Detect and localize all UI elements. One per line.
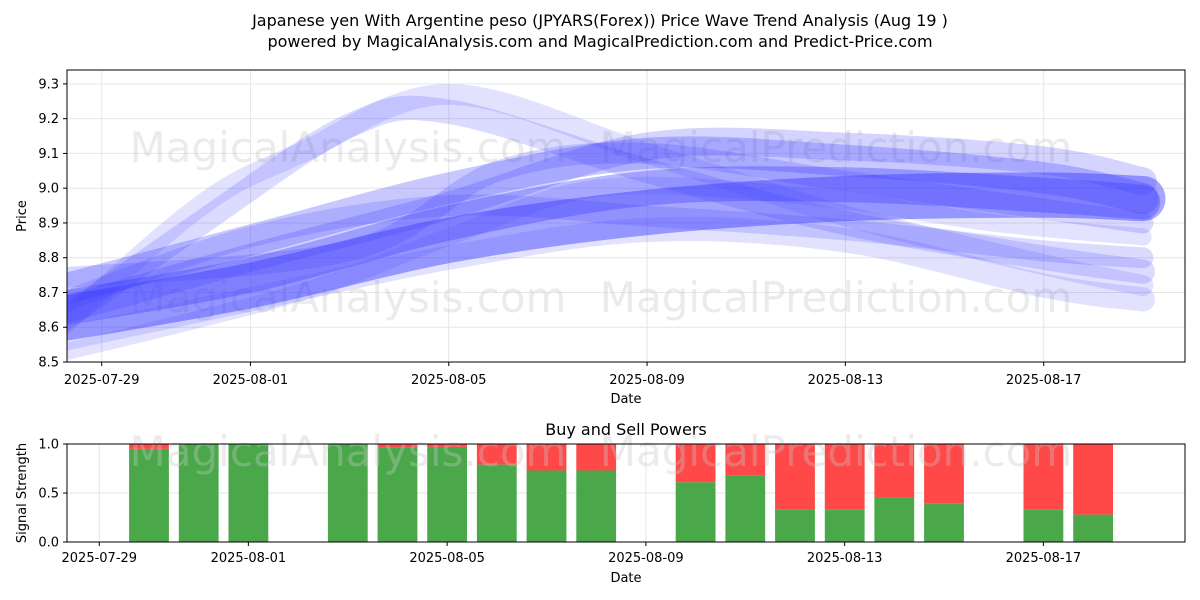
wave-band-5 (67, 95, 1156, 332)
price-y-tick-label: 8.7 (38, 286, 59, 301)
sell-bar (1023, 444, 1064, 510)
wave-band-10 (67, 176, 1152, 361)
buy-bar (1073, 514, 1113, 542)
price-y-tick-label: 9.0 (38, 182, 59, 197)
buy-bar (924, 503, 964, 542)
buy-bar (427, 446, 467, 542)
signal-panel-title: Buy and Sell Powers (545, 420, 707, 439)
watermark-analysis-bottom: MagicalAnalysis.com (130, 427, 567, 476)
signal-panel: Buy and Sell Powers MagicalAnalysis.com … (15, 420, 1186, 586)
buy-bar (129, 448, 169, 542)
sell-bar (576, 444, 617, 471)
price-y-tick-label: 8.5 (38, 356, 59, 371)
price-grid (67, 70, 1185, 363)
buy-bar (476, 464, 517, 542)
buy-bar (327, 444, 368, 542)
price-y-tick-label: 8.6 (38, 321, 59, 336)
price-y-tick-label: 9.2 (38, 112, 59, 127)
signal-x-tick-label: 2025-08-09 (608, 551, 684, 566)
buy-bar (178, 444, 219, 542)
buy-bar (576, 470, 617, 542)
chart-subtitle: powered by MagicalAnalysis.com and Magic… (267, 32, 932, 51)
chart-title: Japanese yen With Argentine peso (JPYARS… (251, 11, 948, 30)
wave-band-3 (67, 136, 1159, 305)
wave-band-1 (67, 172, 1166, 341)
sell-bar (1073, 444, 1113, 515)
price-x-tick-label: 2025-08-01 (213, 373, 289, 388)
watermark-prediction-bottom: MagicalPrediction.com (600, 427, 1073, 476)
buy-bar (526, 470, 567, 542)
watermark-prediction-mid: MagicalPrediction.com (600, 273, 1073, 322)
buy-bar (874, 497, 915, 542)
signal-y-axis-label: Signal Strength (15, 443, 30, 543)
price-y-tick-label: 9.1 (38, 147, 59, 162)
signal-y-ticks: 0.0 0.5 1.0 (38, 438, 67, 551)
watermark-prediction-top: MagicalPrediction.com (600, 123, 1073, 172)
price-x-tick-label: 2025-08-05 (411, 373, 487, 388)
sell-bar (129, 444, 169, 449)
signal-x-tick-label: 2025-07-29 (62, 551, 138, 566)
signal-x-tick-label: 2025-08-13 (807, 551, 883, 566)
sell-bar (377, 444, 418, 448)
signal-x-tick-label: 2025-08-17 (1006, 551, 1082, 566)
wave-band-6 (67, 83, 1154, 336)
watermark-analysis-top: MagicalAnalysis.com (130, 123, 567, 172)
watermark-analysis-mid: MagicalAnalysis.com (130, 273, 567, 322)
signal-bars (129, 444, 1113, 542)
buy-bar (775, 509, 815, 542)
sell-bar (476, 444, 517, 465)
signal-x-tick-label: 2025-08-05 (409, 551, 485, 566)
price-x-tick-label: 2025-08-13 (808, 373, 884, 388)
wave-band-7 (67, 194, 1154, 313)
price-x-axis-label: Date (610, 392, 641, 407)
sell-bar (725, 444, 766, 476)
sell-bar (526, 444, 567, 471)
price-plot-frame (66, 69, 1186, 363)
buy-bar (675, 482, 716, 542)
buy-bar (377, 447, 418, 542)
sell-bar (675, 444, 716, 483)
price-y-tick-label: 8.9 (38, 216, 59, 231)
wave-band-4 (67, 127, 1157, 324)
price-y-ticks: 8.5 8.6 8.7 8.8 8.9 9.0 9.1 9.2 9.3 (38, 77, 67, 371)
signal-x-tick-label: 2025-08-01 (211, 551, 287, 566)
buy-bar (824, 509, 865, 542)
signal-y-tick-label: 0.0 (38, 536, 59, 551)
sell-bar (427, 444, 467, 447)
sell-bar (874, 444, 915, 498)
price-x-tick-label: 2025-07-29 (64, 373, 140, 388)
signal-watermarks: MagicalAnalysis.com MagicalPrediction.co… (130, 427, 1073, 476)
sell-bar (924, 444, 964, 504)
price-y-tick-label: 8.8 (38, 251, 59, 266)
price-y-tick-label: 9.3 (38, 77, 59, 92)
signal-x-ticks: 2025-07-29 2025-08-01 2025-08-05 2025-08-09… (62, 542, 1082, 566)
signal-y-tick-label: 0.5 (38, 487, 59, 502)
price-watermarks: MagicalAnalysis.com MagicalPrediction.co… (130, 123, 1073, 322)
wave-band-8 (67, 216, 1156, 351)
price-x-tick-label: 2025-08-09 (609, 373, 685, 388)
price-x-ticks: 2025-07-29 2025-08-01 2025-08-05 2025-08-09… (64, 362, 1082, 388)
price-x-tick-label: 2025-08-17 (1006, 373, 1082, 388)
price-y-axis-label: Price (15, 200, 30, 232)
wave-band-9 (67, 142, 1154, 288)
wave-band-2 (67, 166, 1161, 326)
sell-bar (775, 444, 815, 510)
buy-bar (725, 475, 766, 542)
price-panel: MagicalAnalysis.com MagicalPrediction.co… (15, 69, 1186, 407)
signal-y-tick-label: 1.0 (38, 438, 59, 453)
buy-bar (1023, 509, 1064, 542)
wave-bands (67, 83, 1166, 361)
signal-x-axis-label: Date (610, 571, 641, 586)
buy-bar (228, 444, 269, 542)
sell-bar (824, 444, 865, 510)
